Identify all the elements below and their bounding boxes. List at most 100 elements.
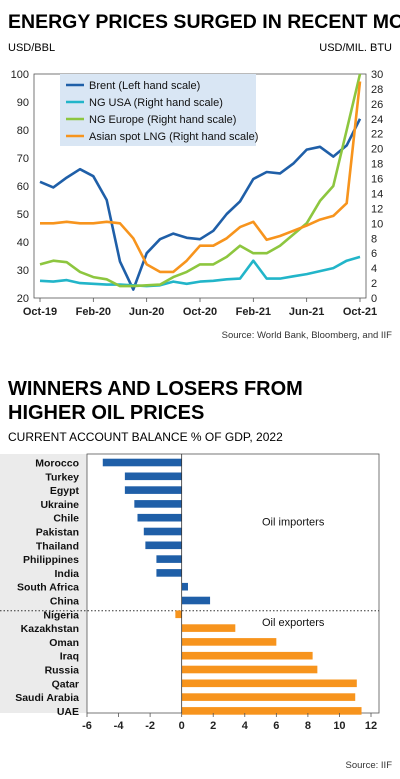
left-axis-tick-label: 30: [17, 265, 29, 277]
bar: [124, 472, 182, 481]
oil-chart-subtitle: CURRENT ACCOUNT BALANCE % OF GDP, 2022: [8, 430, 283, 444]
bar-category-label: Qatar: [52, 678, 79, 690]
energy-price-line-chart: 2030405060708090100024681012141618202224…: [11, 69, 384, 318]
right-axis-tick-label: 28: [371, 84, 383, 96]
left-axis-unit: USD/BBL: [8, 42, 55, 54]
bar-category-label: Ukraine: [40, 499, 79, 511]
bar: [181, 665, 318, 674]
bar: [181, 707, 362, 715]
bar: [137, 513, 182, 522]
x-axis-tick-label: 2: [210, 720, 216, 732]
oil-chart-source: Source: IIF: [346, 760, 393, 771]
label-column-background: [0, 454, 87, 713]
legend-label-3: NG Europe (Right hand scale): [89, 114, 236, 126]
bar: [181, 679, 357, 688]
group-label-1: Oil importers: [262, 516, 325, 528]
group-label-2: Oil exporters: [262, 617, 325, 629]
x-axis-tick-label: Oct-19: [23, 306, 57, 318]
legend-label-1: Brent (Left hand scale): [89, 80, 200, 92]
bar-category-label: South Africa: [17, 582, 79, 594]
bar-category-label: UAE: [57, 706, 79, 718]
legend-background: [60, 74, 256, 146]
x-axis-tick-label: -4: [114, 720, 125, 732]
left-axis-tick-label: 70: [17, 153, 29, 165]
right-axis-tick-label: 18: [371, 159, 383, 171]
energy-chart-source: Source: World Bank, Bloomberg, and IIF: [222, 330, 393, 341]
oil-chart-title-line-2: HIGHER OIL PRICES: [8, 402, 204, 424]
right-axis-tick-label: 20: [371, 144, 383, 156]
right-axis-tick-label: 30: [371, 69, 383, 81]
bar: [175, 610, 182, 619]
bar-category-label: Morocco: [35, 458, 79, 470]
bar: [156, 555, 182, 563]
bar-category-label: Philippines: [23, 554, 79, 566]
series-line-4: [40, 81, 362, 274]
legend: Brent (Left hand scale) NG USA (Right han…: [60, 74, 258, 146]
x-axis-tick-label: Jun-21: [289, 306, 324, 318]
x-axis-tick-label: Feb-20: [76, 306, 111, 318]
bar: [181, 693, 356, 701]
x-axis-tick-label: 4: [242, 720, 249, 732]
bar-category-label: Kazakhstan: [21, 623, 79, 635]
right-axis-tick-label: 16: [371, 174, 383, 186]
right-axis-tick-label: 14: [371, 188, 383, 200]
right-axis-tick-label: 10: [371, 218, 383, 230]
left-axis-tick-label: 40: [17, 237, 29, 249]
x-axis-tick-label: -2: [145, 720, 155, 732]
bar-category-label: Chile: [53, 513, 79, 525]
x-axis-tick-label: Oct-20: [183, 306, 217, 318]
bar-category-label: China: [50, 596, 79, 608]
series-line-1: [39, 118, 362, 291]
bar-category-label: Saudi Arabia: [15, 692, 79, 704]
bar-category-label: India: [54, 568, 79, 580]
right-axis-unit: USD/MIL. BTU: [319, 42, 392, 54]
right-axis-tick-label: 0: [371, 293, 377, 305]
right-axis-tick-label: 6: [371, 248, 377, 260]
right-axis-tick-label: 2: [371, 278, 377, 290]
right-axis-tick-label: 8: [371, 233, 377, 245]
right-axis-tick-label: 4: [371, 263, 377, 275]
right-axis-tick-label: 22: [371, 129, 383, 141]
legend-label-4: Asian spot LNG (Right hand scale): [89, 131, 258, 143]
bar: [143, 527, 182, 536]
left-axis-tick-label: 90: [17, 97, 29, 109]
right-axis-tick-label: 12: [371, 203, 383, 215]
x-axis-tick-label: 8: [305, 720, 311, 732]
legend-label-2: NG USA (Right hand scale): [89, 97, 223, 109]
series-line-2: [39, 255, 361, 288]
bar: [145, 541, 182, 550]
bar-category-label: Oman: [49, 637, 79, 649]
series-line-3: [39, 73, 362, 288]
left-axis-tick-label: 60: [17, 181, 29, 193]
bar: [181, 582, 188, 591]
right-axis-tick-label: 24: [371, 114, 383, 126]
energy-chart-title: ENERGY PRICES SURGED IN RECENT MONTHS: [8, 11, 400, 33]
bar-category-label: Thailand: [36, 540, 79, 552]
x-axis-tick-label: Jun-20: [129, 306, 164, 318]
bar-category-label: Iraq: [60, 651, 79, 663]
bar: [134, 500, 182, 508]
x-axis-tick-label: Feb-21: [236, 306, 271, 318]
bar: [181, 624, 236, 632]
left-axis-tick-label: 20: [17, 293, 29, 305]
bar: [181, 596, 211, 605]
bar-category-label: Nigeria: [43, 609, 79, 621]
x-axis-tick-label: Oct-21: [343, 306, 377, 318]
bar: [102, 458, 182, 467]
x-axis-tick-label: 6: [273, 720, 279, 732]
bar-category-label: Turkey: [45, 471, 79, 483]
bar-category-label: Pakistan: [36, 527, 79, 539]
left-axis-tick-label: 80: [17, 125, 29, 137]
bar: [156, 569, 182, 577]
left-axis-tick-label: 100: [11, 69, 29, 81]
x-axis-tick-label: -6: [82, 720, 92, 732]
oil-chart-title-line-1: WINNERS AND LOSERS FROM: [8, 378, 303, 400]
x-axis-tick-label: 0: [179, 720, 185, 732]
x-axis-tick-label: 12: [365, 720, 377, 732]
bar: [181, 651, 313, 660]
bar-category-label: Russia: [45, 665, 80, 677]
left-axis-tick-label: 50: [17, 209, 29, 221]
